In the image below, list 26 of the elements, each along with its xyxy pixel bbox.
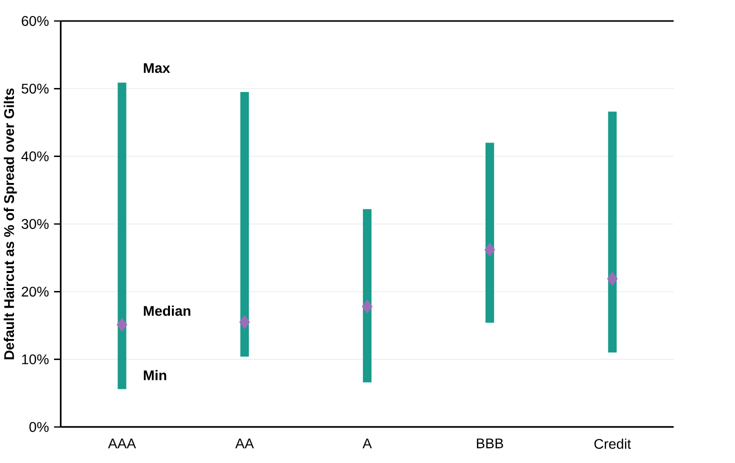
bar: [240, 92, 249, 357]
y-tick-label: 0%: [29, 422, 49, 432]
x-tick-label: AAA: [108, 438, 136, 448]
y-tick-label: 30%: [22, 219, 49, 229]
x-tick-label: AA: [235, 438, 254, 448]
y-axis-title: Default Haircut as % of Spread over Gilts: [4, 88, 17, 360]
point: [484, 242, 496, 257]
x-tick-label: Credit: [594, 438, 631, 449]
y-tick-label: 60%: [22, 16, 49, 26]
bar: [118, 82, 126, 390]
y-tick-label: 20%: [22, 286, 49, 297]
bar: [362, 209, 372, 382]
x-tick-label: A: [362, 438, 372, 448]
y-tick-label: 40%: [21, 151, 49, 162]
bar: [486, 142, 494, 323]
bar: [608, 112, 617, 353]
point: [116, 318, 128, 332]
x-tick-label: BBB: [476, 438, 504, 448]
annotation: Max: [144, 63, 170, 73]
point: [362, 300, 372, 314]
annotation: Median: [144, 306, 190, 316]
point: [607, 272, 618, 286]
y-tick-label: 50%: [22, 84, 49, 94]
y-tick-label: 10%: [22, 354, 49, 364]
annotation: Min: [144, 370, 166, 380]
point: [239, 315, 250, 330]
